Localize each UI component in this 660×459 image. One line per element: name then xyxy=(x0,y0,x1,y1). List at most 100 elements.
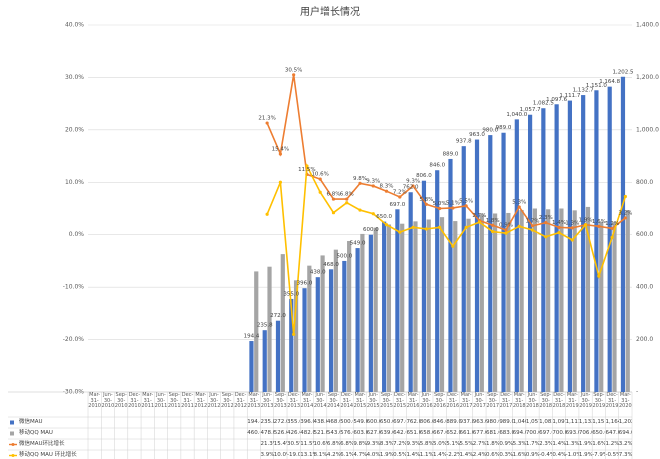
table-cell: 2.3% xyxy=(539,441,553,447)
marker xyxy=(305,164,309,168)
data-label: 500.0 xyxy=(336,253,352,259)
x-tick-label: Dec-31-2019 xyxy=(605,392,619,410)
table-cell: 693.0 xyxy=(565,430,579,436)
data-label: 11.5% xyxy=(298,167,315,173)
bar xyxy=(594,90,599,393)
marker xyxy=(570,226,574,230)
bar xyxy=(567,100,572,393)
x-tick-label: Jun-30-2013 xyxy=(260,392,274,410)
table-cell: 1,082.5 xyxy=(539,419,552,425)
line xyxy=(266,163,627,335)
table-cell: 1.4% xyxy=(432,452,447,458)
bar xyxy=(612,222,617,392)
data-label: 1.8% xyxy=(486,218,500,224)
data-label: 697.0 xyxy=(390,202,406,208)
table-cell: 7.3% xyxy=(618,452,632,458)
x-tick-label: Dec-31-2010 xyxy=(128,392,141,410)
table-cell: 521.0 xyxy=(313,430,327,436)
data-label: 7.2% xyxy=(393,189,407,195)
legend-swatch xyxy=(10,420,14,425)
table-cell: 549.0 xyxy=(353,419,366,425)
bar xyxy=(461,146,466,392)
legend-label: 微信MAU环比增长 xyxy=(19,441,65,447)
table-cell: 694.0 xyxy=(512,430,526,436)
table-cell: 13.1% xyxy=(300,452,313,458)
bar xyxy=(328,269,334,392)
marker xyxy=(278,152,282,156)
legend-swatch xyxy=(11,443,15,446)
bar xyxy=(275,320,281,392)
data-label: 1,097.6 xyxy=(546,97,567,103)
y2-tick-label: - xyxy=(636,389,638,396)
table-cell: 194.4 xyxy=(247,419,260,425)
bar xyxy=(347,241,352,392)
bar xyxy=(382,221,387,392)
data-label: 438.0 xyxy=(310,270,326,276)
bar xyxy=(620,76,626,392)
table-cell: 0.9% xyxy=(499,441,513,447)
table-cell: 4.2% xyxy=(326,452,341,458)
table-cell: 1.3% xyxy=(565,441,579,447)
table-cell: 6.8% xyxy=(340,441,354,447)
marker xyxy=(398,230,402,234)
x-tick-label: Jun-30-2014 xyxy=(313,392,327,410)
line xyxy=(266,74,626,231)
table-cell: 1.4% xyxy=(406,452,420,458)
legend-swatch xyxy=(11,454,15,457)
table-cell: 1,202.5 xyxy=(618,419,632,425)
data-label: 980.0 xyxy=(482,128,498,134)
y2-tick-label: 200.0 xyxy=(636,336,653,343)
table-cell: 1.9% xyxy=(578,441,593,447)
x-tick-label: Jun-30-2011 xyxy=(154,392,168,410)
table-cell: 642.0 xyxy=(393,430,406,436)
y-tick-label: 20.0% xyxy=(65,126,84,133)
y2-tick-label: 1,400.0 xyxy=(636,22,659,29)
table-cell: 1,151.0 xyxy=(592,419,605,425)
table-cell: 10.6% xyxy=(313,441,327,447)
table-cell: 543.0 xyxy=(326,430,340,436)
bar xyxy=(527,114,533,392)
table-cell: 1.1% xyxy=(419,452,433,458)
bar xyxy=(607,86,612,392)
marker xyxy=(544,221,548,225)
bar xyxy=(360,233,365,392)
table-cell: 6.1% xyxy=(340,452,354,458)
data-label: 396.0 xyxy=(297,281,313,287)
table-cell: 2.4% xyxy=(472,452,487,458)
bar xyxy=(395,209,400,392)
table-cell: 1.9% xyxy=(379,452,394,458)
marker xyxy=(331,211,336,215)
x-tick-label: Dec-31-2011 xyxy=(181,392,194,410)
table-cell: 706.0 xyxy=(578,430,592,436)
bar xyxy=(599,221,604,392)
marker xyxy=(411,184,415,188)
bar xyxy=(408,192,413,392)
table-cell: 667.0 xyxy=(432,430,446,436)
table-cell: 9.3% xyxy=(406,441,420,447)
table-cell: 806.0 xyxy=(419,419,433,425)
marker xyxy=(345,197,349,201)
table-cell: 3.9% xyxy=(260,452,274,458)
marker xyxy=(464,204,468,208)
bar xyxy=(421,180,427,392)
data-label: 355.0 xyxy=(283,291,299,297)
table-cell: 2.7% xyxy=(472,441,487,447)
table-cell: 603.0 xyxy=(353,430,366,436)
marker xyxy=(477,220,482,224)
bar xyxy=(426,219,431,392)
data-label: 1,202.5 xyxy=(612,69,633,75)
marker xyxy=(371,212,375,216)
y-tick-label: -20.0% xyxy=(63,336,85,343)
data-label: 5.5% xyxy=(459,198,473,204)
bar xyxy=(267,266,272,392)
marker xyxy=(530,228,535,232)
x-tick-label: Sep-30-2017 xyxy=(486,392,500,410)
x-tick-label: Mar-31-2018 xyxy=(512,392,526,410)
x-tick-label: Mar-31-2013 xyxy=(247,392,261,410)
marker xyxy=(464,225,468,229)
table-cell: 846.0 xyxy=(432,419,446,425)
table-cell: 694.0 xyxy=(618,430,632,436)
marker xyxy=(358,208,362,212)
